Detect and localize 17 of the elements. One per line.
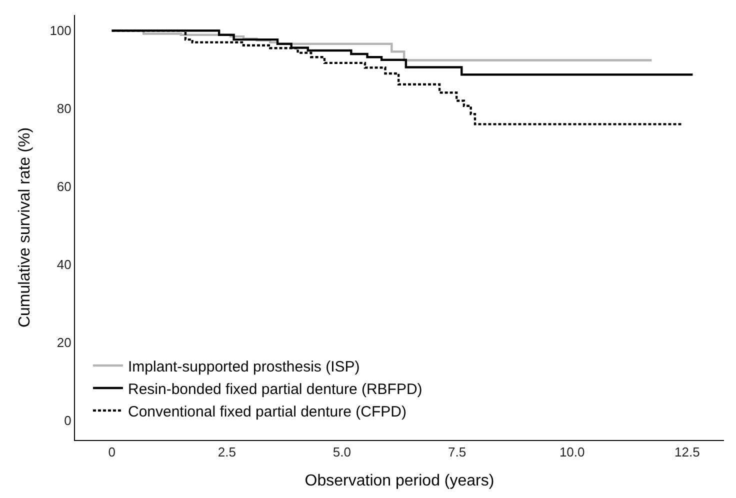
x-axis-title: Observation period (years) (304, 472, 494, 490)
x-tick-label: 7.5 (448, 444, 466, 460)
y-tick-label: 80 (56, 101, 72, 116)
y-tick-label: 20 (56, 335, 72, 350)
x-tick-label: 0 (108, 444, 116, 460)
y-tick-label: 60 (56, 179, 72, 194)
legend-label: Conventional fixed partial denture (CFPD) (128, 403, 406, 420)
legend-label: Resin-bonded fixed partial denture (RBFPD) (128, 380, 422, 398)
x-tick-label: 2.5 (218, 444, 236, 460)
y-axis-title: Cumulative survival rate (%) (16, 127, 34, 328)
y-tick-label: 40 (56, 257, 72, 272)
y-tick-label: 100 (50, 23, 72, 38)
x-tick-label: 12.5 (674, 444, 700, 460)
x-tick-label: 10.0 (559, 444, 585, 460)
x-tick-label: 5.0 (332, 444, 351, 460)
y-tick-label: 0 (64, 413, 72, 428)
legend-label: Implant-supported prosthesis (ISP) (128, 358, 360, 376)
